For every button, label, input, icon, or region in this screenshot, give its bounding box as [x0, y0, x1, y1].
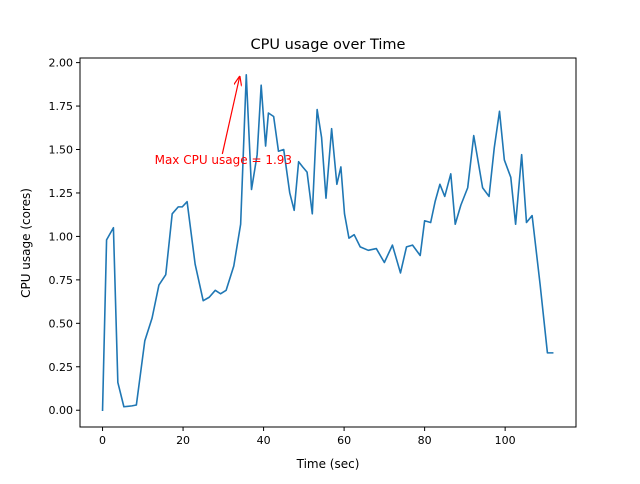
x-tick-label: 80	[418, 434, 432, 447]
series-line-0	[101, 73, 554, 412]
y-tick-label: 1.00	[49, 230, 74, 243]
plot-area: 0 20 40 60 80 100 0.00 0.25 0.50 0.75 1.00 1.25 1.50…	[49, 57, 577, 447]
y-tick-label: 0.00	[49, 404, 74, 417]
y-tick-label: 0.75	[49, 274, 74, 287]
y-axis-label: CPU usage (cores)	[19, 188, 33, 298]
y-tick-label: 1.75	[49, 100, 74, 113]
x-tick-label: 100	[495, 434, 516, 447]
y-tick-label: 1.50	[49, 144, 74, 157]
chart-title: CPU usage over Time	[251, 37, 406, 53]
x-tick-label: 60	[337, 434, 351, 447]
y-tick-label: 2.00	[49, 57, 74, 70]
annotation-arrow	[221, 77, 239, 155]
x-tick-label: 20	[176, 434, 190, 447]
x-tick-label: 0	[99, 434, 106, 447]
max-annotation-label: Max CPU usage = 1.93	[155, 153, 292, 167]
y-tick-label: 0.50	[49, 317, 74, 330]
y-tick-label: 0.25	[49, 361, 74, 374]
axes-frame	[79, 57, 577, 428]
x-tick-label: 40	[257, 434, 271, 447]
y-tick-label: 1.25	[49, 187, 74, 200]
x-axis-label: Time (sec)	[296, 457, 360, 471]
